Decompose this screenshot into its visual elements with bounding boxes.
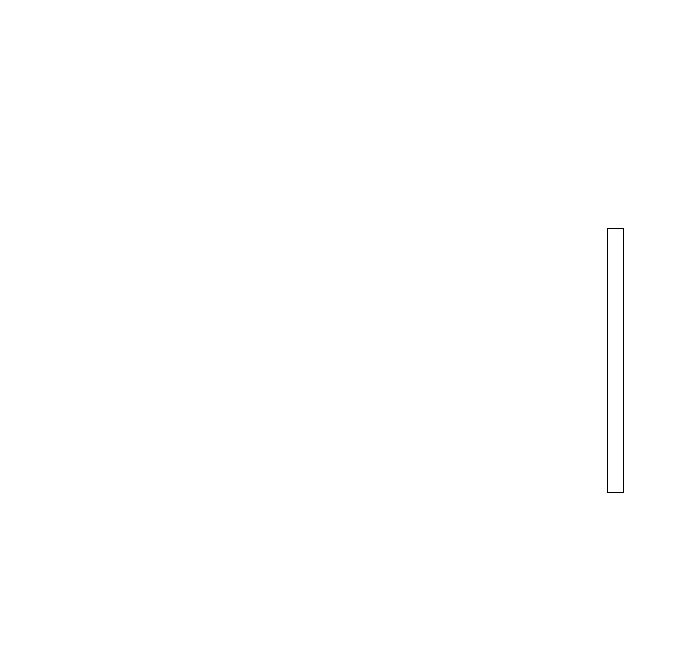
colorbar-gradient [607, 228, 624, 493]
pm25-map-canvas [82, 84, 602, 567]
